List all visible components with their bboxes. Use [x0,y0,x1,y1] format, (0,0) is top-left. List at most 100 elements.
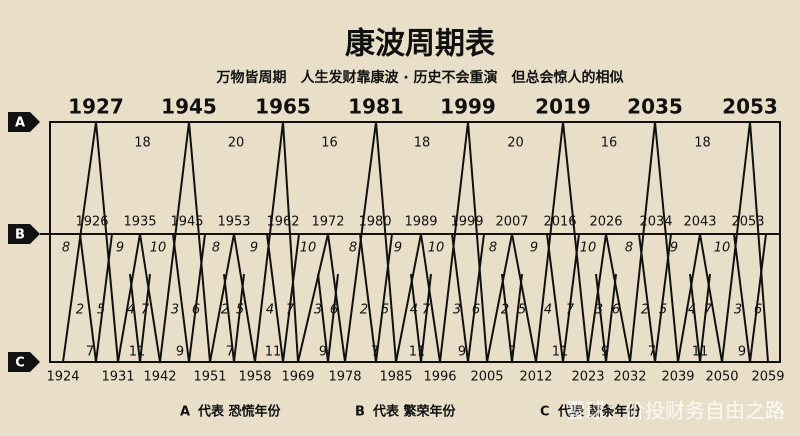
segment-number: 10 [300,241,317,256]
segment-number: 10 [150,241,167,256]
c-year: 2023 [571,370,604,385]
c-year: 1978 [328,370,361,385]
segment-number: 6 [612,303,620,318]
segment-number: 6 [192,303,200,318]
watermark: 雪球：价投财务自由之路 [565,399,785,423]
inner-wave [546,233,580,363]
c-year: 2050 [705,370,738,385]
b-year: 1989 [404,215,437,230]
c-year: 2032 [613,370,646,385]
segment-number: 9 [176,345,184,360]
inner-wave [317,273,339,363]
segment-number: 3 [595,303,603,318]
segment-number: 7 [566,303,575,318]
wave [117,233,161,363]
c-year: 1951 [193,370,226,385]
legend-letter: A [180,405,190,420]
c-year: 2012 [519,370,552,385]
b-year: 1999 [450,215,483,230]
segment-number: 11 [409,345,426,360]
segment-number: 2 [641,303,649,318]
segment-number: 3 [453,303,461,318]
level-marker [8,224,40,244]
segment-number: 4 [127,303,135,318]
segment-number: 7 [141,303,150,318]
b-year: 2034 [639,215,672,230]
level-label: B [15,228,25,243]
segment-number: 7 [508,345,516,360]
wave [439,121,488,363]
segment-number: 10 [714,241,731,256]
inner-wave [172,233,206,363]
inner-wave [129,273,151,363]
c-year: 1958 [238,370,271,385]
segment-number: 5 [236,303,244,318]
b-year: 1945 [170,215,203,230]
interval: 16 [601,136,618,151]
segment-number: 2 [76,303,84,318]
interval: 20 [228,136,245,151]
inner-wave [266,233,300,363]
wave [486,233,537,363]
wave [62,121,119,363]
interval: 18 [414,136,431,151]
level-label: A [15,116,25,131]
interval: 18 [134,136,151,151]
segment-number: 7 [86,345,94,360]
segment-number: 5 [97,303,105,318]
legend-text: 代表 萧条年份 [557,404,642,420]
b-year: 2026 [589,215,622,230]
c-year: 1985 [379,370,412,385]
segment-number: 4 [544,303,552,318]
segment-number: 5 [518,303,526,318]
b-year: 1926 [75,215,108,230]
wave [297,233,346,363]
legend-text: 代表 繁荣年份 [372,404,457,420]
a-year: 1981 [348,95,404,119]
wave [629,121,679,363]
title: 康波周期表 [345,27,495,62]
segment-number: 9 [250,241,258,256]
segment-number: 6 [472,303,480,318]
inner-wave [359,233,393,363]
segment-number: 9 [670,241,678,256]
segment-number: 7 [704,303,713,318]
segment-number: 3 [171,303,179,318]
wave [721,121,769,363]
segment-number: 4 [410,303,418,318]
b-year: 1972 [311,215,344,230]
segment-number: 9 [458,345,466,360]
segment-number: 9 [116,241,124,256]
c-year: 1996 [423,370,456,385]
wave [159,121,211,363]
inner-wave [638,233,672,363]
inner-wave [733,233,767,363]
a-year: 1927 [68,95,124,119]
segment-number: 10 [428,241,445,256]
subtitle: 万物皆周期 人生发财靠康波 · 历史不会重演 但总会惊人的相似 [215,69,623,86]
segment-number: 11 [265,345,282,360]
wave [587,233,631,363]
inner-wave [223,273,245,363]
segment-number: 11 [692,345,709,360]
a-year: 1965 [255,95,311,119]
wave [344,121,397,363]
c-year: 2005 [470,370,503,385]
c-year: 2059 [751,370,784,385]
segment-number: 6 [754,303,762,318]
wave [209,233,256,363]
interval: 18 [694,136,711,151]
segment-number: 6 [330,303,338,318]
a-year: 2053 [722,95,778,119]
inner-wave [79,233,113,363]
legend-letter: B [355,405,365,420]
legend-text: 代表 恐慌年份 [197,404,282,420]
inner-wave [501,273,523,363]
wave [535,121,589,363]
b-year: 1935 [123,215,156,230]
segment-number: 9 [319,345,327,360]
inner-wave [595,273,617,363]
wave [677,233,723,363]
c-year: 2039 [661,370,694,385]
